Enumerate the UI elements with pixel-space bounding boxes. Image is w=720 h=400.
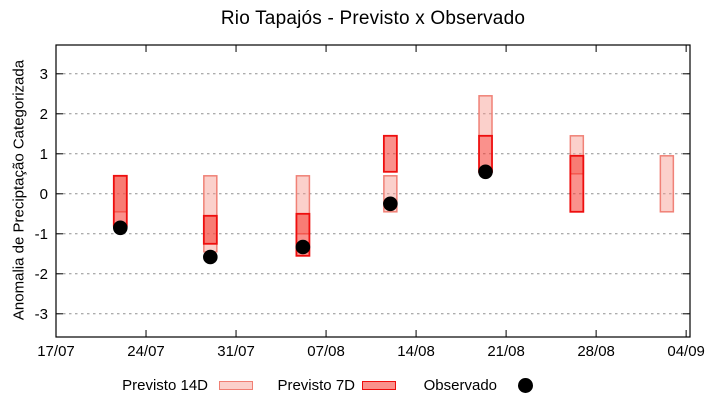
- bar-previsto-7d: [569, 154, 585, 213]
- previsto-7d-swatch-icon: [362, 381, 396, 390]
- observado-dot-icon: [518, 378, 533, 393]
- plot-border: [55, 44, 691, 338]
- x-tick-label: 17/07: [37, 343, 75, 360]
- x-tick-label: 14/08: [397, 343, 435, 360]
- x-tick-label: 24/07: [127, 343, 165, 360]
- x-tick-label: 04/09: [667, 343, 705, 360]
- observado-point: [383, 196, 398, 212]
- y-tick-label: 1: [40, 146, 48, 163]
- y-tick-label: 2: [40, 106, 48, 123]
- legend-label-observado: Observado: [423, 377, 497, 394]
- bar-previsto-14d: [659, 155, 675, 213]
- x-tick-label: 28/08: [577, 343, 615, 360]
- observado-point: [203, 249, 218, 265]
- previsto-14d-swatch-icon: [219, 381, 253, 390]
- y-tick-label: -3: [35, 306, 48, 323]
- observado-point: [478, 164, 493, 180]
- x-tick-label: 07/08: [307, 343, 345, 360]
- legend-label-previsto-7d: Previsto 7D: [277, 377, 355, 394]
- bar-previsto-7d: [202, 214, 218, 245]
- legend-label-previsto-14d: Previsto 14D: [122, 377, 208, 394]
- x-tick-label: 21/08: [487, 343, 525, 360]
- y-tick-label: -1: [35, 226, 48, 243]
- observado-point: [295, 239, 311, 255]
- y-tick-label: -2: [35, 266, 48, 283]
- bar-previsto-7d: [112, 174, 128, 227]
- bar-previsto-14d: [478, 95, 493, 137]
- observado-point: [113, 220, 128, 236]
- bar-previsto-7d: [382, 134, 398, 173]
- y-tick-label: 3: [40, 66, 48, 83]
- y-tick-label: 0: [40, 186, 48, 203]
- chart-title: Rio Tapajós - Previsto x Observado: [220, 8, 526, 29]
- x-tick-label: 31/07: [217, 343, 255, 360]
